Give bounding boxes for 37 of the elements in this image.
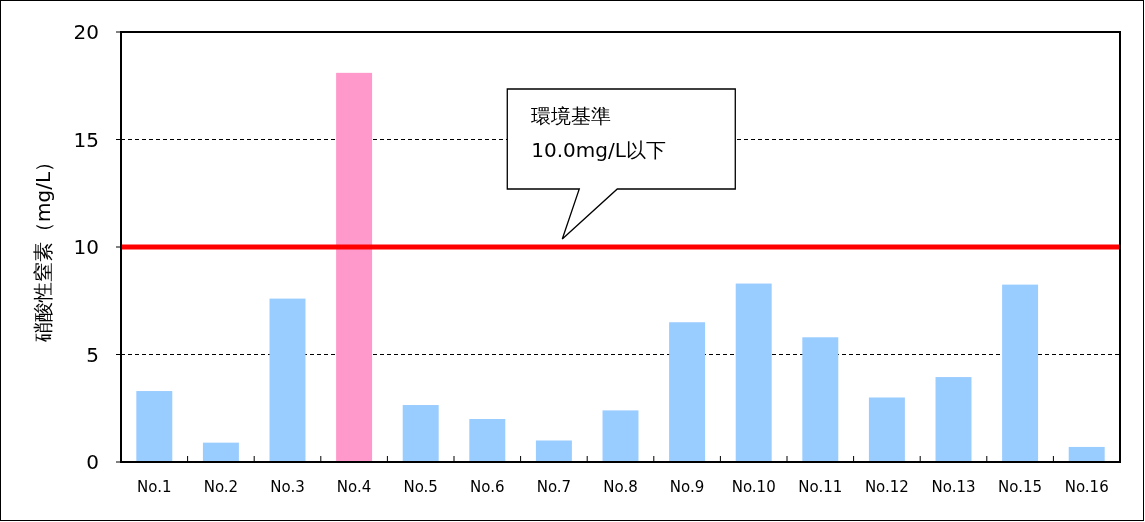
x-tick-label: No.11 — [798, 478, 843, 496]
y-tick-label: 15 — [73, 127, 99, 152]
bar — [469, 419, 506, 462]
bar — [1068, 446, 1105, 462]
x-tick-label: No.9 — [669, 478, 705, 496]
bar — [269, 298, 306, 462]
annotation: 環境基準 10.0mg/L以下 — [531, 104, 666, 162]
bar — [868, 397, 905, 462]
bar — [336, 72, 373, 462]
x-tick-label: No.5 — [403, 478, 438, 496]
bar — [202, 442, 239, 462]
x-tick-label: No.1 — [137, 478, 172, 496]
x-tick-label: No.10 — [731, 478, 776, 496]
x-tick-label: No.4 — [336, 478, 372, 496]
bar — [1002, 284, 1039, 462]
x-tick-label: No.7 — [536, 478, 572, 496]
y-tick-label: 0 — [86, 450, 99, 474]
bar — [602, 410, 639, 462]
y-axis-title: 硝酸性窒素（mg/L） — [31, 151, 55, 344]
x-tick-label: No.6 — [470, 478, 505, 496]
bar — [402, 405, 439, 462]
bar — [136, 391, 173, 462]
x-tick-label: No.8 — [603, 478, 638, 496]
x-tick-label: No.2 — [203, 478, 239, 496]
x-tick-label: No.12 — [864, 478, 909, 496]
bar — [535, 440, 572, 462]
y-tick-label: 20 — [73, 20, 99, 44]
y-tick-label: 10 — [73, 235, 99, 259]
y-tick-label: 5 — [86, 342, 99, 367]
x-tick-label: No.15 — [998, 478, 1043, 496]
x-tick-label: No.16 — [1064, 478, 1109, 496]
bar — [735, 283, 772, 462]
bar — [669, 322, 706, 462]
x-tick-label: No.13 — [931, 478, 976, 496]
bar — [935, 377, 972, 462]
x-tick-label: No.3 — [270, 478, 305, 496]
bar — [802, 337, 839, 462]
